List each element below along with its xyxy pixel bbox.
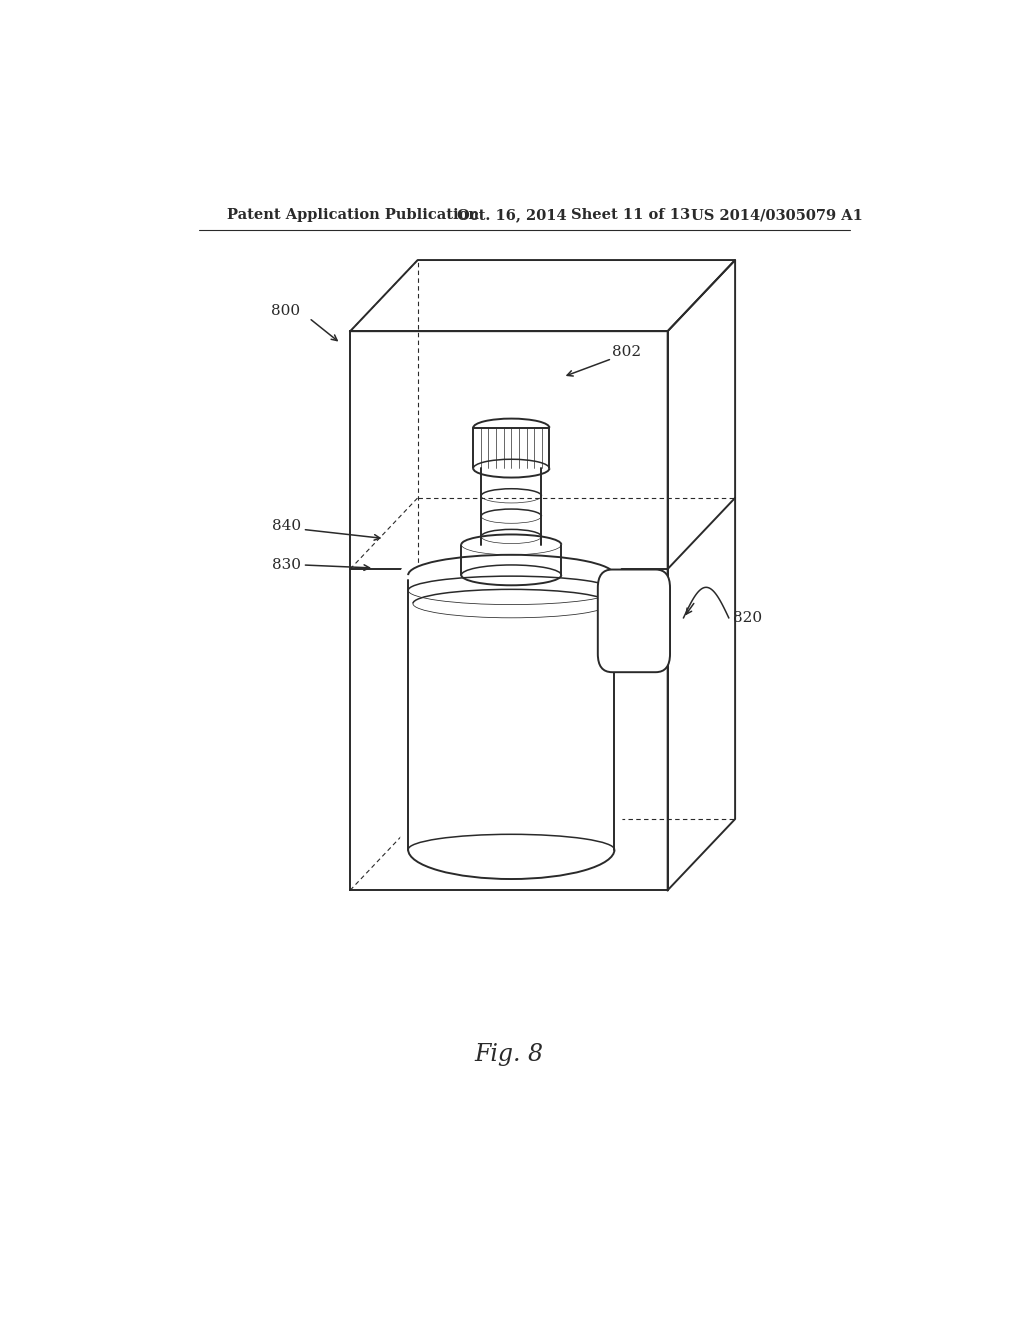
Text: 802: 802 (611, 345, 641, 359)
Text: 800: 800 (270, 304, 300, 318)
FancyBboxPatch shape (598, 569, 670, 672)
Text: 840: 840 (272, 519, 301, 533)
Text: Patent Application Publication: Patent Application Publication (227, 209, 479, 222)
Text: Fig. 8: Fig. 8 (474, 1043, 544, 1067)
Text: Oct. 16, 2014: Oct. 16, 2014 (458, 209, 567, 222)
Text: US 2014/0305079 A1: US 2014/0305079 A1 (691, 209, 863, 222)
Text: 830: 830 (272, 558, 301, 572)
Text: 820: 820 (733, 611, 762, 624)
FancyBboxPatch shape (400, 565, 623, 886)
Text: Sheet 11 of 13: Sheet 11 of 13 (570, 209, 690, 222)
